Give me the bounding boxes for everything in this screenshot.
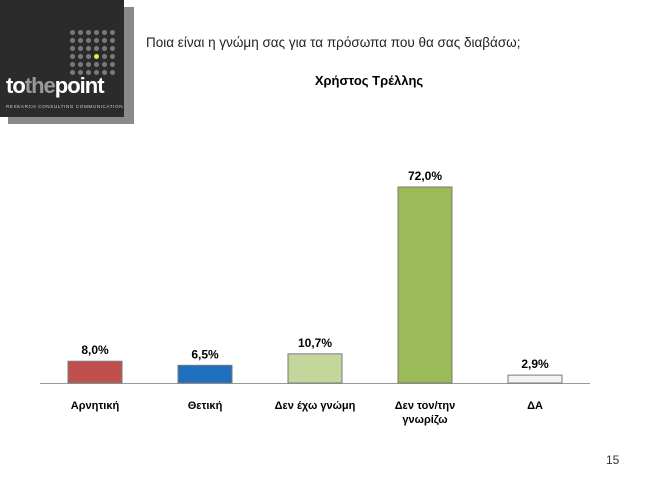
logo-brand-point: point <box>54 73 105 98</box>
survey-question: Ποια είναι η γνώμη σας για τα πρόσωπα πο… <box>146 35 521 50</box>
logo-dot <box>110 30 115 35</box>
bar <box>177 364 233 384</box>
logo-dot <box>70 54 75 59</box>
logo-dot <box>78 54 83 59</box>
data-label: 72,0% <box>408 169 442 183</box>
logo-dot <box>70 70 75 75</box>
logo-dot <box>86 70 91 75</box>
category-label: Δεν έχω γνώμη <box>275 400 356 412</box>
logo-dot <box>102 46 107 51</box>
logo-dot <box>102 54 107 59</box>
page-number: 15 <box>606 453 620 467</box>
logo-dot <box>110 54 115 59</box>
logo-dot <box>110 70 115 75</box>
logo-dot <box>94 30 99 35</box>
data-label: 6,5% <box>191 347 219 361</box>
logo-brand-the: the <box>24 73 56 98</box>
logo-dot <box>86 62 91 67</box>
logo-dot <box>70 30 75 35</box>
data-label: 8,0% <box>81 343 109 357</box>
logo-dot <box>86 30 91 35</box>
category-label: Δεν τον/την <box>395 400 456 412</box>
logo-dot <box>78 38 83 43</box>
person-name: Χρήστος Τρέλλης <box>314 73 424 88</box>
logo-dot <box>78 70 83 75</box>
logo-dot <box>78 30 83 35</box>
bar <box>67 360 123 384</box>
bar <box>397 186 453 384</box>
logo-dot <box>78 62 83 67</box>
logo-dot <box>86 38 91 43</box>
logo-dot <box>94 38 99 43</box>
company-logo: tothepoint RESEARCH CONSULTING COMMUNICA… <box>0 0 124 117</box>
logo-dot <box>110 38 115 43</box>
logo-dot <box>110 46 115 51</box>
logo-dot <box>102 62 107 67</box>
logo-brand: tothepoint <box>6 73 105 99</box>
category-label: Αρνητική <box>71 400 120 412</box>
logo-dot <box>94 46 99 51</box>
logo-dot <box>70 38 75 43</box>
bar <box>287 353 343 384</box>
logo-dot <box>102 38 107 43</box>
logo-dot <box>86 54 91 59</box>
logo-dot <box>94 62 99 67</box>
logo-brand-to: to <box>6 73 26 98</box>
logo-dot <box>70 62 75 67</box>
bar <box>507 374 563 384</box>
category-label: γνωρίζω <box>402 414 447 426</box>
category-label: Θετική <box>188 400 223 412</box>
logo-dot <box>94 70 99 75</box>
logo-tagline: RESEARCH CONSULTING COMMUNICATION <box>6 104 124 109</box>
logo-dot <box>70 46 75 51</box>
logo-dot <box>102 30 107 35</box>
logo-dot-grid <box>70 30 120 80</box>
logo-dot <box>78 46 83 51</box>
data-label: 10,7% <box>298 336 332 350</box>
logo-dot <box>86 46 91 51</box>
logo-dot <box>102 70 107 75</box>
data-label: 2,9% <box>521 357 549 371</box>
logo-dot <box>94 54 99 59</box>
logo-dot <box>110 62 115 67</box>
category-label: ΔΑ <box>527 400 543 412</box>
